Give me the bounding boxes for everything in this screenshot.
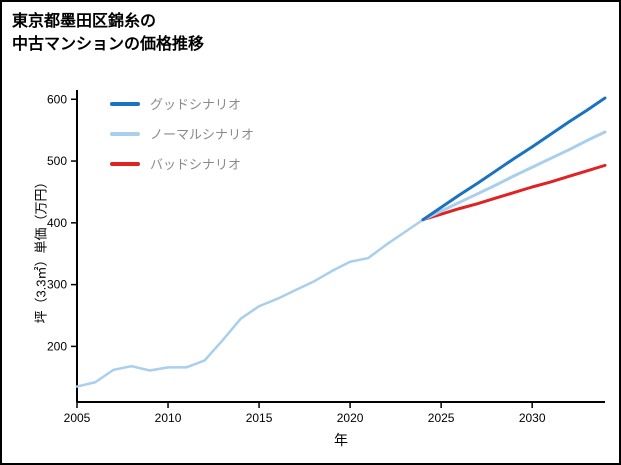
bad-scenario-line-swatch xyxy=(110,161,140,166)
legend-item-normal: ノーマルシナリオ xyxy=(110,124,254,143)
x-tick-label: 2010 xyxy=(155,411,182,425)
chart-title-line2: 中古マンションの価格推移 xyxy=(12,36,205,54)
legend-label-normal: ノーマルシナリオ xyxy=(150,127,255,142)
x-axis-label: 年 xyxy=(334,432,348,448)
x-tick-label: 2025 xyxy=(428,411,455,425)
legend-item-bad: バッドシナリオ xyxy=(110,154,254,173)
y-tick-label: 600 xyxy=(47,92,67,106)
series-line-2 xyxy=(421,163,607,222)
x-tick-label: 2030 xyxy=(519,411,546,425)
chart-title-line1: 東京都墨田区錦糸の xyxy=(12,13,157,30)
good-scenario-line-swatch xyxy=(110,101,140,106)
series-line-3 xyxy=(75,218,425,388)
y-tick-label: 400 xyxy=(47,216,67,230)
legend-label-good: グッドシナリオ xyxy=(150,97,242,112)
legend-item-good: グッドシナリオ xyxy=(110,94,254,113)
y-axis-label: 坪（3.3㎡）単価（万円） xyxy=(33,175,49,324)
chart-title: 東京都墨田区錦糸の 中古マンションの価格推移 xyxy=(12,10,204,56)
y-tick-label: 500 xyxy=(47,154,67,168)
series-line-0 xyxy=(421,96,607,222)
x-tick-label: 2005 xyxy=(64,411,91,425)
chart-legend: グッドシナリオ ノーマルシナリオ バッドシナリオ xyxy=(110,94,254,173)
x-tick-label: 2015 xyxy=(246,411,273,425)
legend-label-bad: バッドシナリオ xyxy=(150,157,242,172)
series-line-1 xyxy=(421,130,607,222)
x-tick-label: 2020 xyxy=(337,411,364,425)
y-tick-label: 200 xyxy=(47,339,67,353)
normal-scenario-line-swatch xyxy=(110,131,140,136)
y-tick-label: 300 xyxy=(47,278,67,292)
